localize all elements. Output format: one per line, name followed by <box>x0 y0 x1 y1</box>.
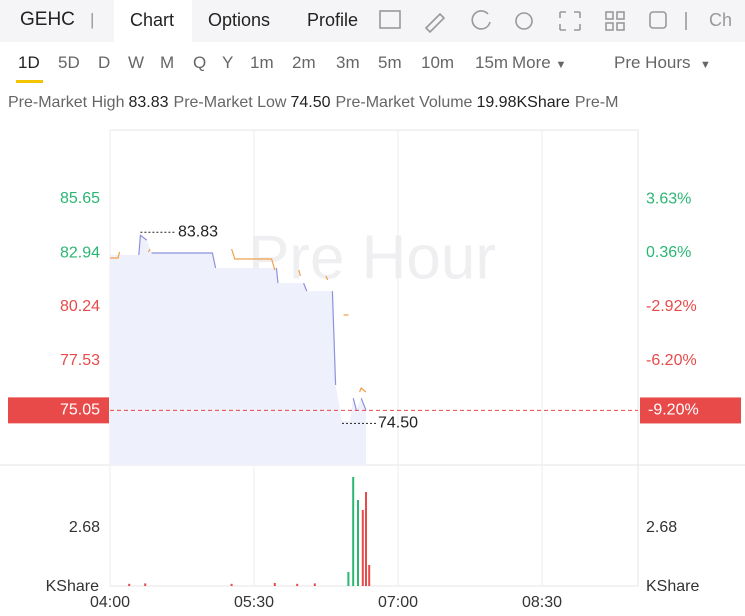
session-label[interactable]: Pre Hours <box>614 53 691 72</box>
volume-bar <box>352 476 355 586</box>
tab[interactable]: Options <box>208 10 271 30</box>
volume-bar <box>368 565 371 586</box>
icon[interactable] <box>515 12 533 30</box>
volume-bar <box>347 571 350 586</box>
stat-value: 74.50 <box>290 94 331 111</box>
more-button[interactable]: More ▼ <box>512 53 567 73</box>
y2-axis-label: KShare <box>646 578 699 595</box>
tab[interactable]: Profile <box>307 10 359 30</box>
y-tick-label: 82.94 <box>60 244 100 261</box>
x-tick-label: 07:00 <box>378 594 418 611</box>
period-tab[interactable]: 5D <box>58 53 80 72</box>
period-tab[interactable]: 15m <box>475 53 509 72</box>
icon[interactable] <box>605 11 614 20</box>
y2-tick-label: -6.20% <box>646 352 697 369</box>
volume-bar <box>144 583 147 586</box>
stat-label: Pre-Market Volume <box>335 94 473 111</box>
icon[interactable] <box>559 11 581 31</box>
volume-bar <box>357 500 359 586</box>
stat-value: 19.98KShare <box>476 94 570 111</box>
volume-bar <box>361 510 364 586</box>
active-underline <box>16 80 43 83</box>
area <box>110 235 366 465</box>
y-tick-label: 2.68 <box>69 519 100 536</box>
tab[interactable]: Ch <box>709 10 733 30</box>
icon[interactable] <box>471 10 491 30</box>
last-price-box <box>8 397 109 424</box>
last-change-label: -9.20% <box>648 402 699 419</box>
volume-bar <box>296 583 299 586</box>
line <box>110 248 367 393</box>
y2-tick-label: -2.92% <box>646 298 697 315</box>
x-tick-label: 08:30 <box>522 594 562 611</box>
stat-label: Pre-M <box>574 94 619 111</box>
session-select[interactable]: Pre Hours ▼ <box>614 53 711 72</box>
icon[interactable] <box>649 11 667 29</box>
stats-row: Pre-Market High 83.83 Pre-Market Low 74.50 P… <box>8 94 618 112</box>
volume-bar <box>128 583 131 586</box>
period-tab[interactable]: Y <box>222 53 234 72</box>
period-tab[interactable]: M <box>160 53 175 72</box>
icon[interactable] <box>379 10 401 29</box>
high-label: 83.83 <box>178 224 218 241</box>
last-change-box <box>640 397 741 424</box>
period-tab[interactable]: W <box>128 53 145 72</box>
active-tab-bg <box>114 0 192 42</box>
y-tick-label: 85.65 <box>60 190 100 207</box>
line <box>138 234 367 411</box>
y-axis-label: KShare <box>46 578 99 595</box>
y2-tick-label: 0.36% <box>646 244 691 261</box>
last-price-label: 75.05 <box>60 402 100 419</box>
period-tab[interactable]: D <box>98 53 111 72</box>
y-tick-label: 80.24 <box>60 298 100 315</box>
y2-tick-label: 2.68 <box>646 519 677 536</box>
volume-bar <box>273 582 276 586</box>
volume-bar <box>313 583 316 586</box>
period-tab[interactable]: 3m <box>336 53 360 72</box>
icon[interactable] <box>424 12 446 34</box>
stat-label: Pre-Market High <box>8 94 125 111</box>
x-tick-label: 05:30 <box>234 594 274 611</box>
low-label: 74.50 <box>378 415 418 432</box>
symbol: GEHC <box>20 9 75 30</box>
stat-label: Pre-Market Low <box>173 94 287 111</box>
stat-value: 83.83 <box>128 94 169 111</box>
period-tab[interactable]: 1m <box>250 53 274 72</box>
period-tab[interactable]: 1D <box>18 53 40 72</box>
toolbar-icons <box>379 10 687 34</box>
volume-bar <box>230 583 233 586</box>
watermark: Pre Hour <box>248 223 496 292</box>
period-tab[interactable]: Q <box>193 53 207 72</box>
tab[interactable]: Chart <box>130 10 175 30</box>
y-tick-label: 77.53 <box>60 352 100 369</box>
separator: | <box>90 10 95 29</box>
period-tab[interactable]: 5m <box>378 53 402 72</box>
more-label[interactable]: More <box>512 53 551 72</box>
volume-bar <box>365 492 367 586</box>
y2-tick-label: 3.63% <box>646 190 691 207</box>
period-tab[interactable]: 10m <box>421 53 455 72</box>
period-tab[interactable]: 2m <box>292 53 316 72</box>
x-tick-label: 04:00 <box>90 594 130 611</box>
